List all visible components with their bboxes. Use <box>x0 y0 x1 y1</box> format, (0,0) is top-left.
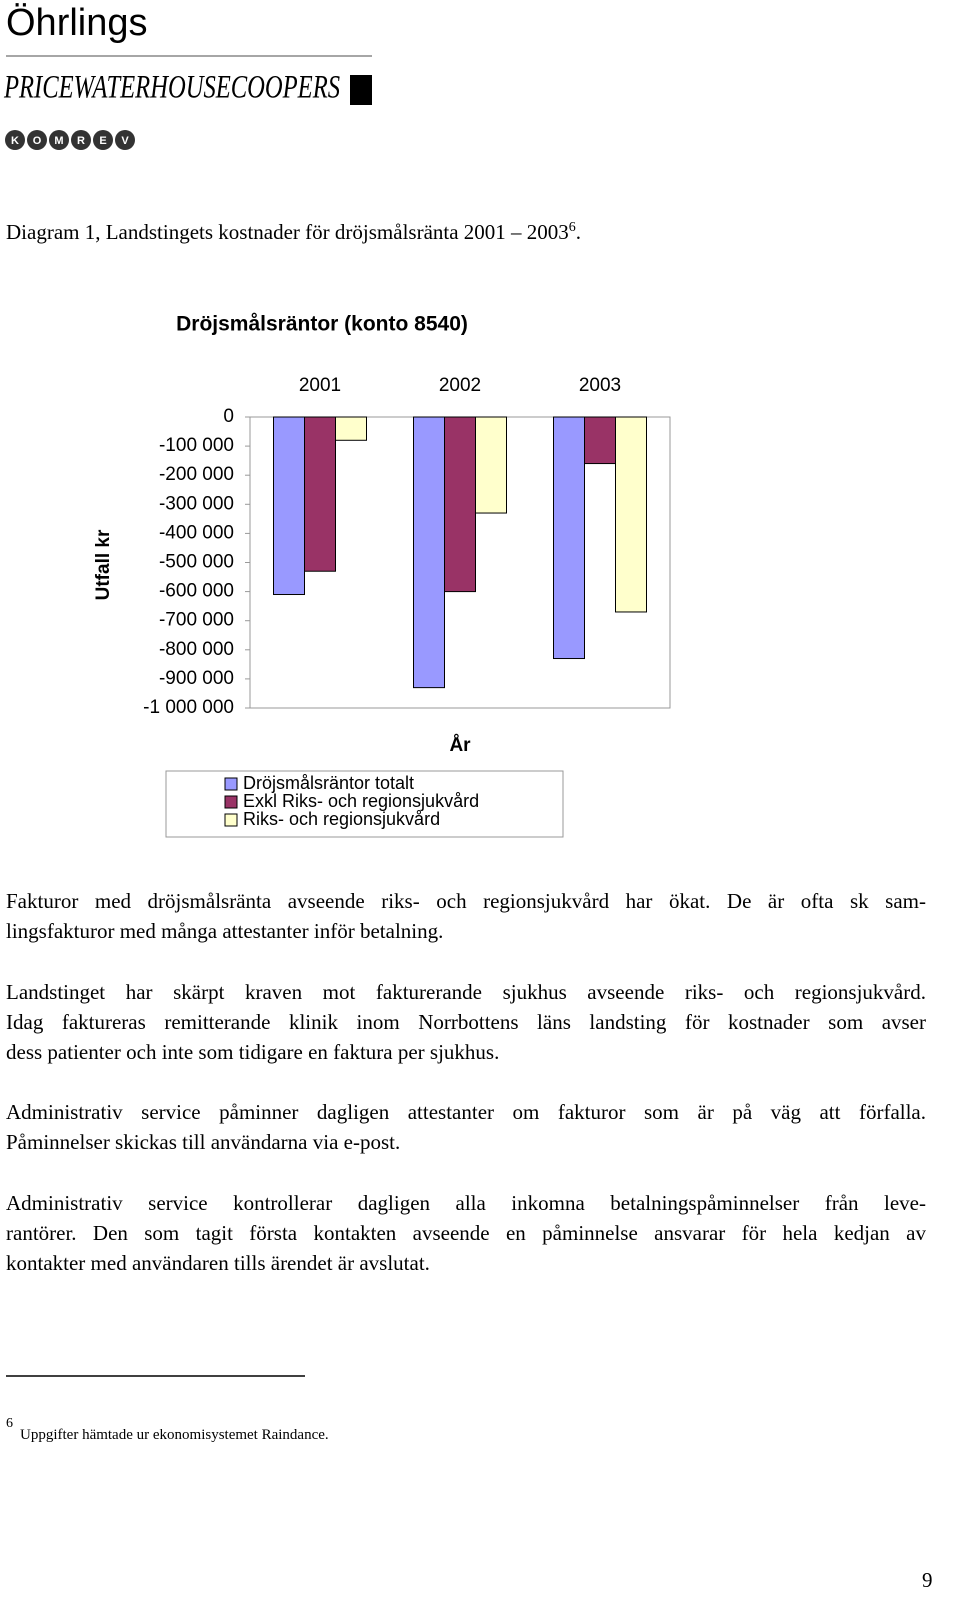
caption-text: Diagram 1, Landstingets kostnader för dr… <box>6 220 569 244</box>
text-line: Idag faktureras remitterande klinik inom… <box>6 1010 926 1034</box>
legend-swatch <box>224 813 238 827</box>
firm-name: Öhrlings <box>6 2 148 44</box>
y-tick-label: -1 000 000 <box>143 697 234 718</box>
bar <box>475 416 507 514</box>
y-axis-label: Utfall kr <box>93 529 114 600</box>
text-line: Påminnelser skickas till användarna via … <box>6 1130 401 1154</box>
y-tick-label: -300 000 <box>159 493 234 514</box>
y-tick-label: -600 000 <box>159 581 234 602</box>
bar <box>304 416 336 572</box>
text-line: Landstinget har skärpt kraven mot faktur… <box>6 980 926 1004</box>
legend-swatch <box>224 777 238 791</box>
x-tick-label: 2002 <box>439 375 481 396</box>
y-tick-label: -700 000 <box>159 610 234 631</box>
caption: Diagram 1, Landstingets kostnader för dr… <box>6 220 581 245</box>
komrev-circle <box>49 130 69 150</box>
text-line: lingsfakturor med många attestanter infö… <box>6 919 444 943</box>
bar <box>444 416 476 593</box>
text-line: dess patienter och inte som tidigare en … <box>6 1040 500 1064</box>
komrev-circle <box>115 130 135 150</box>
legend-label: Exkl Riks- och regionsjukvård <box>243 791 479 811</box>
text-line: Fakturor med dröjsmålsränta avseende rik… <box>6 889 926 913</box>
komrev-letter: V <box>121 135 129 147</box>
footnote-number: 6 <box>6 1416 13 1431</box>
bar <box>335 416 367 441</box>
brand-logo: PRICEWATERHOUSECOOPERS <box>3 70 340 106</box>
y-tick-label: 0 <box>223 406 234 427</box>
bar <box>273 416 305 596</box>
komrev-letter: M <box>54 135 63 147</box>
text-line: Administrativ service kontrollerar dagli… <box>6 1191 926 1215</box>
text-line: Administrativ service påminner dagligen … <box>6 1100 926 1124</box>
komrev-circle <box>27 130 47 150</box>
bar <box>413 416 445 689</box>
chart-title: Dröjsmålsräntor (konto 8540) <box>176 313 468 336</box>
komrev-letter: R <box>77 135 85 147</box>
bar <box>584 416 616 465</box>
komrev-circle <box>71 130 91 150</box>
y-tick-label: -200 000 <box>159 464 234 485</box>
bar <box>615 416 647 613</box>
text-line: kontakter med användaren tills ärendet ä… <box>6 1251 430 1275</box>
komrev-circle <box>5 130 25 150</box>
x-tick-label: 2003 <box>579 375 621 396</box>
bar <box>553 416 585 660</box>
page-number: 9 <box>922 1568 933 1592</box>
text-line: rantörer. Den som tagit första kontakten… <box>6 1221 926 1245</box>
komrev-circle <box>93 130 113 150</box>
y-tick-label: -900 000 <box>159 668 234 689</box>
x-axis-label: År <box>449 735 471 756</box>
komrev-letter: O <box>33 135 42 147</box>
legend-label: Riks- och regionsjukvård <box>243 809 440 829</box>
y-tick-label: -500 000 <box>159 552 234 573</box>
caption-end: . <box>575 220 582 244</box>
komrev-letter: E <box>99 135 106 147</box>
y-tick-label: -400 000 <box>159 522 234 543</box>
caption-ref: 6 <box>568 220 576 235</box>
komrev-letter: K <box>11 135 19 147</box>
x-tick-label: 2001 <box>299 375 341 396</box>
legend-label: Dröjsmålsräntor totalt <box>243 773 414 793</box>
logo-mark <box>350 75 372 105</box>
y-tick-label: -800 000 <box>159 639 234 660</box>
y-tick-label: -100 000 <box>159 435 234 456</box>
legend-swatch <box>224 795 238 809</box>
footnote-text: Uppgifter hämtade ur ekonomisystemet Rai… <box>20 1427 329 1443</box>
